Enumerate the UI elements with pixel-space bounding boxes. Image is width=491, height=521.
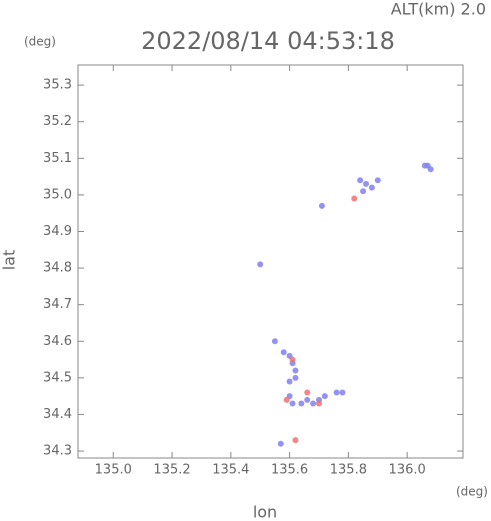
echo-point [374, 177, 381, 184]
y-tick-label: 34.3 [43, 444, 72, 459]
x-tick-label: 135.8 [330, 463, 367, 478]
x-tick-label: 135.4 [212, 463, 249, 478]
echo-point [315, 400, 322, 407]
x-tick-label: 135.0 [95, 463, 132, 478]
y-tick-label: 35.1 [43, 151, 72, 166]
echo-point [280, 349, 287, 356]
y-tick-label: 35.2 [43, 114, 72, 129]
echo-point [304, 396, 311, 403]
echo-point [363, 180, 370, 187]
x-unit: (deg) [456, 485, 488, 499]
echo-point [357, 177, 364, 184]
echo-point [304, 389, 311, 396]
echo-point [277, 440, 284, 447]
y-tick-label: 34.5 [43, 370, 72, 385]
x-tick-label: 136.0 [389, 463, 426, 478]
chart-title: 2022/08/14 04:53:18 [141, 27, 395, 55]
echo-point [292, 437, 299, 444]
y-tick-label: 34.8 [43, 261, 72, 276]
echo-point [289, 400, 296, 407]
altitude-label: ALT(km) 2.0 [391, 0, 486, 19]
echo-point [321, 393, 328, 400]
y-tick-label: 34.9 [43, 224, 72, 239]
plot-frame [77, 64, 464, 459]
echo-point [283, 396, 290, 403]
x-tick-label: 135.2 [153, 463, 190, 478]
echo-point [271, 338, 278, 345]
x-axis-label: lon [253, 503, 277, 521]
echo-point [292, 374, 299, 381]
echo-point [339, 389, 346, 396]
echo-point [310, 400, 317, 407]
echo-point [318, 202, 325, 209]
echo-point [286, 378, 293, 385]
echo-point [289, 356, 296, 363]
echo-point [257, 261, 264, 268]
echo-point [421, 162, 428, 169]
echo-point [351, 195, 358, 202]
y-unit: (deg) [24, 35, 56, 49]
x-tick-label: 135.6 [271, 463, 308, 478]
y-axis-label: lat [0, 250, 19, 271]
echo-point [292, 367, 299, 374]
echo-point [427, 166, 434, 173]
y-tick-label: 34.6 [43, 334, 72, 349]
echo-point [368, 184, 375, 191]
y-tick-label: 34.7 [43, 297, 72, 312]
echo-point [298, 400, 305, 407]
y-tick-label: 35.3 [43, 78, 72, 93]
y-tick-label: 35.0 [43, 187, 72, 202]
y-tick-label: 34.4 [43, 407, 72, 422]
echo-point [333, 389, 340, 396]
echo-point [360, 188, 367, 195]
